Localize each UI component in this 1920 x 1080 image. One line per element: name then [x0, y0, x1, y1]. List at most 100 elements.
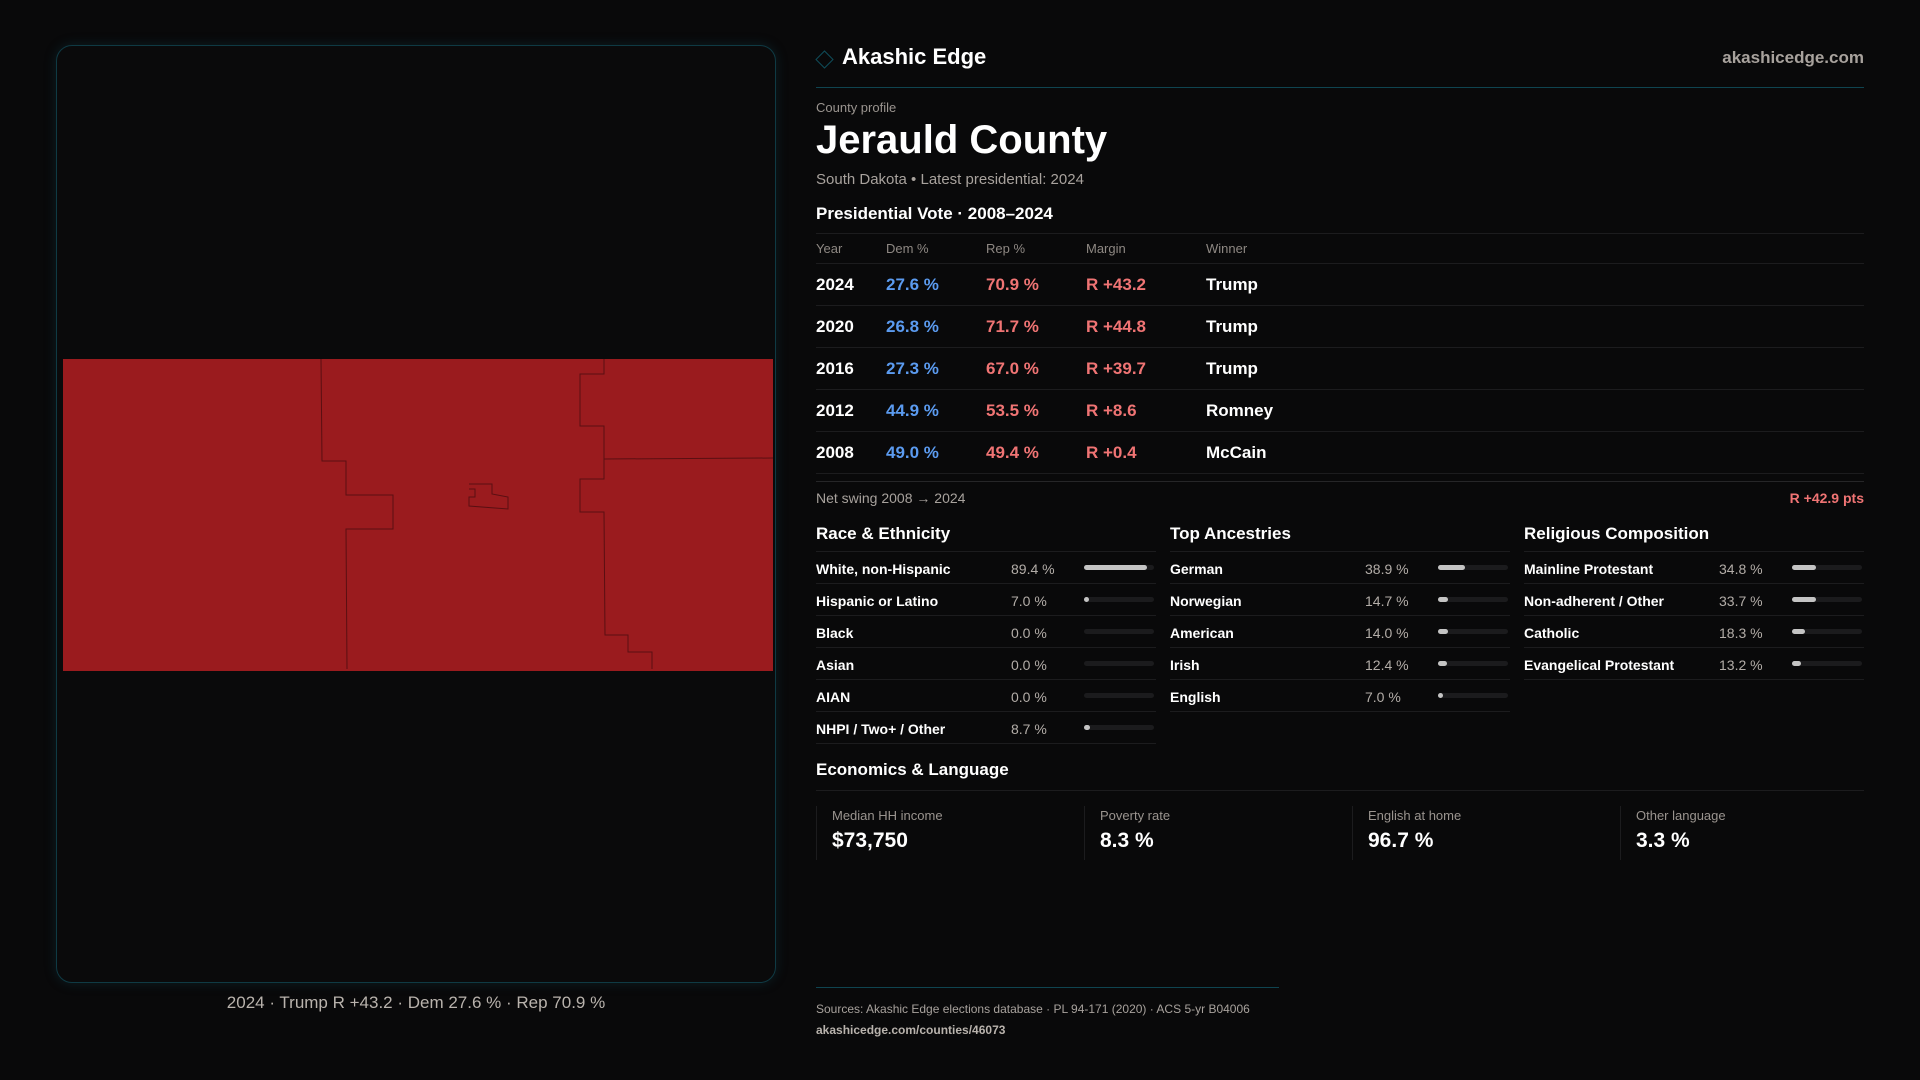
stat-value: 13.2 % — [1719, 657, 1763, 673]
ancestry-section: Top Ancestries German 38.9 % Norwegian 14.7 … — [1170, 520, 1510, 712]
stat-value: 33.7 % — [1719, 593, 1763, 609]
stat-value: 18.3 % — [1719, 625, 1763, 641]
brand-name: Akashic Edge — [842, 44, 987, 69]
stat-label: Norwegian — [1170, 593, 1242, 609]
bar-fill — [1438, 565, 1466, 570]
stat-value: 0.0 % — [1011, 625, 1047, 641]
cell-winner: Trump — [1206, 263, 1864, 306]
stat-value: 89.4 % — [1011, 561, 1055, 577]
cell-rep: 49.4 % — [986, 431, 1086, 474]
bar-fill — [1438, 693, 1443, 698]
stat-value: 34.8 % — [1719, 561, 1763, 577]
bar-track — [1084, 661, 1154, 666]
column-header: Dem % — [886, 233, 986, 264]
bar-track — [1084, 565, 1154, 570]
stat-label: English — [1170, 689, 1221, 705]
site-link[interactable]: akashicedge.com — [1722, 48, 1864, 67]
cell-winner: Trump — [1206, 347, 1864, 390]
stat-label: English at home — [1368, 808, 1462, 823]
stat-row: Asian 0.0 % — [816, 648, 1156, 680]
stat-row: White, non-Hispanic 89.4 % — [816, 552, 1156, 584]
cell-margin: R +43.2 — [1086, 263, 1206, 306]
stat-row: English 7.0 % — [1170, 680, 1510, 712]
cell-year: 2020 — [816, 305, 886, 348]
county-url[interactable]: akashicedge.com/counties/46073 — [816, 1023, 1006, 1037]
bar-track — [1438, 597, 1508, 602]
economic-stat: Poverty rate 8.3 % — [1084, 806, 1352, 860]
net-swing-label: Net swing 2008 → 2024 — [816, 490, 966, 506]
cell-rep: 67.0 % — [986, 347, 1086, 390]
cell-rep: 71.7 % — [986, 305, 1086, 348]
cell-margin: R +39.7 — [1086, 347, 1206, 390]
stat-value: 14.7 % — [1365, 593, 1409, 609]
stat-row: NHPI / Two+ / Other 8.7 % — [816, 712, 1156, 744]
bar-fill — [1792, 661, 1802, 666]
vote-row: 2008 49.0 % 49.4 % R +0.4 McCain — [816, 431, 1864, 474]
stat-row: Mainline Protestant 34.8 % — [1524, 552, 1864, 584]
bar-fill — [1438, 629, 1448, 634]
stat-value: 3.3 % — [1636, 829, 1690, 852]
bar-track — [1792, 565, 1862, 570]
sources-text: Sources: Akashic Edge elections database… — [816, 1002, 1250, 1016]
stat-row: Non-adherent / Other 33.7 % — [1524, 584, 1864, 616]
bar-track — [1438, 629, 1508, 634]
bar-fill — [1084, 565, 1147, 570]
column-header: Winner — [1206, 233, 1864, 264]
cell-dem: 26.8 % — [886, 305, 986, 348]
bar-track — [1438, 565, 1508, 570]
stat-label: Poverty rate — [1100, 808, 1171, 823]
cell-dem: 44.9 % — [886, 389, 986, 432]
stat-label: Non-adherent / Other — [1524, 593, 1665, 609]
bar-track — [1792, 629, 1862, 634]
section-heading: Top Ancestries — [1170, 520, 1510, 552]
vote-heading: Presidential Vote · 2008–2024 — [816, 204, 1053, 223]
cell-year: 2012 — [816, 389, 886, 432]
bar-track — [1792, 597, 1862, 602]
county-shape — [63, 359, 773, 671]
stat-label: Mainline Protestant — [1524, 561, 1654, 577]
header: Akashic Edge akashicedge.com — [815, 44, 1864, 88]
map-panel[interactable] — [56, 45, 776, 983]
bar-track — [1084, 693, 1154, 698]
vote-row: 2016 27.3 % 67.0 % R +39.7 Trump — [816, 347, 1864, 390]
bar-track — [1084, 597, 1154, 602]
stat-value: 38.9 % — [1365, 561, 1409, 577]
bar-track — [1792, 661, 1862, 666]
bar-track — [1438, 661, 1508, 666]
stat-label: Irish — [1170, 657, 1200, 673]
cell-winner: Romney — [1206, 389, 1864, 432]
stat-label: American — [1170, 625, 1234, 641]
section-heading: Race & Ethnicity — [816, 520, 1156, 552]
column-header: Margin — [1086, 233, 1206, 264]
stat-value: 7.0 % — [1365, 689, 1401, 705]
stat-row: Black 0.0 % — [816, 616, 1156, 648]
stat-value: $73,750 — [832, 829, 908, 852]
economic-stat: Other language 3.3 % — [1620, 806, 1888, 860]
stat-value: 14.0 % — [1365, 625, 1409, 641]
stat-value: 12.4 % — [1365, 657, 1409, 673]
stat-label: Black — [816, 625, 854, 641]
bar-fill — [1438, 661, 1447, 666]
cell-rep: 70.9 % — [986, 263, 1086, 306]
page-title: Jerauld County — [816, 118, 1108, 162]
stat-row: Evangelical Protestant 13.2 % — [1524, 648, 1864, 680]
cell-dem: 27.3 % — [886, 347, 986, 390]
cell-winner: Trump — [1206, 305, 1864, 348]
stat-row: AIAN 0.0 % — [816, 680, 1156, 712]
subtitle: South Dakota • Latest presidential: 2024 — [816, 171, 1084, 188]
net-swing: Net swing 2008 → 2024 R +42.9 pts — [816, 481, 1864, 506]
county-map[interactable] — [63, 359, 773, 673]
stat-row: Hispanic or Latino 7.0 % — [816, 584, 1156, 616]
stat-row: Norwegian 14.7 % — [1170, 584, 1510, 616]
cell-rep: 53.5 % — [986, 389, 1086, 432]
stat-value: 7.0 % — [1011, 593, 1047, 609]
section-heading: Religious Composition — [1524, 520, 1864, 552]
stat-value: 96.7 % — [1368, 829, 1434, 852]
bar-fill — [1438, 597, 1449, 602]
cell-year: 2024 — [816, 263, 886, 306]
cell-margin: R +8.6 — [1086, 389, 1206, 432]
stat-label: AIAN — [816, 689, 851, 705]
stat-label: Catholic — [1524, 625, 1580, 641]
bar-track — [1084, 629, 1154, 634]
economic-stat: Median HH income $73,750 — [816, 806, 1084, 860]
